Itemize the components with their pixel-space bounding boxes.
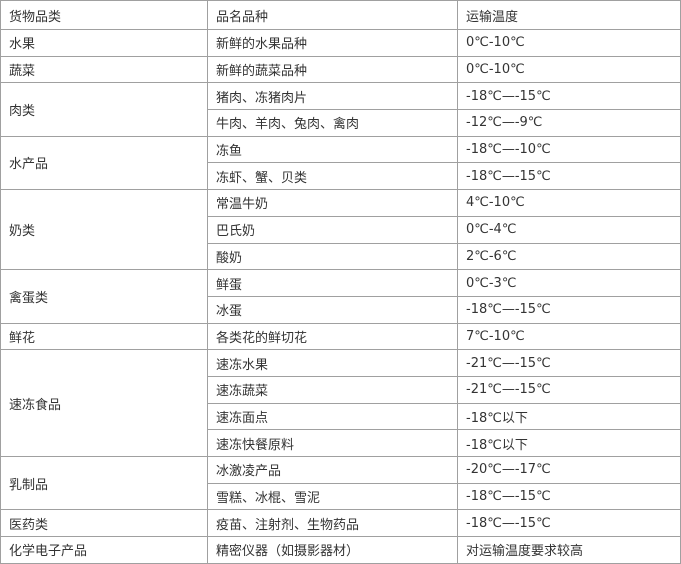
- table-row: 速冻食品 速冻水果 -21℃—-15℃: [0, 349, 681, 457]
- temp-cell: -18℃—-15℃: [457, 162, 681, 191]
- table-row: 速冻蔬菜 -21℃—-15℃: [1, 375, 681, 404]
- category-cell: 水产品: [0, 135, 208, 191]
- table-row: 水果 新鲜的水果品种 0℃-10℃: [0, 29, 681, 57]
- temp-cell: -18℃—-15℃: [457, 509, 681, 538]
- name-cell: 酸奶: [207, 242, 458, 271]
- name-cell: 冻鱼: [207, 135, 458, 164]
- category-cell: 禽蛋类: [0, 269, 208, 324]
- name-cell: 冰蛋: [207, 295, 458, 324]
- table-row: 乳制品 冰激凌产品 -20℃—-17℃: [0, 455, 681, 511]
- table-row: 肉类 猪肉、冻猪肉片 -18℃—-15℃: [0, 82, 681, 137]
- temp-cell: -18℃—-10℃: [457, 135, 681, 164]
- temp-cell: -12℃—-9℃: [457, 109, 681, 137]
- temp-cell: 4℃-10℃: [457, 189, 681, 217]
- temp-cell: -18℃以下: [457, 429, 681, 457]
- category-cell: 速冻食品: [0, 349, 208, 457]
- table-row: 酸奶 2℃-6℃: [1, 242, 681, 271]
- name-cell: 猪肉、冻猪肉片: [207, 82, 458, 111]
- name-cell: 巴氏奶: [207, 215, 458, 244]
- temp-cell: 0℃-3℃: [457, 269, 681, 297]
- header-cell: 品名品种: [207, 0, 458, 30]
- table-row: 蔬菜 新鲜的蔬菜品种 0℃-10℃: [0, 55, 681, 84]
- category-cell: 化学电子产品: [0, 536, 208, 564]
- name-cell: 速冻蔬菜: [207, 375, 458, 404]
- temp-cell: 7℃-10℃: [457, 322, 681, 351]
- name-cell: 疫苗、注射剂、生物药品: [207, 509, 458, 538]
- temp-cell: -18℃—-15℃: [457, 482, 681, 511]
- temp-cell: 0℃-10℃: [457, 29, 681, 57]
- name-cell: 常温牛奶: [207, 189, 458, 217]
- category-cell: 医药类: [0, 509, 208, 538]
- name-cell: 牛肉、羊肉、兔肉、禽肉: [207, 109, 458, 137]
- name-cell: 精密仪器（如摄影器材）: [207, 536, 458, 564]
- name-cell: 雪糕、冰棍、雪泥: [207, 482, 458, 511]
- name-cell: 新鲜的水果品种: [207, 29, 458, 57]
- header-cell: 货物品类: [0, 0, 208, 30]
- name-cell: 鲜蛋: [207, 269, 458, 297]
- temp-cell: -18℃—-15℃: [457, 82, 681, 111]
- table-row: 奶类 常温牛奶 4℃-10℃: [0, 189, 681, 271]
- name-cell: 速冻快餐原料: [207, 429, 458, 457]
- temp-cell: 对运输温度要求较高: [457, 536, 681, 564]
- table-row: 雪糕、冰棍、雪泥 -18℃—-15℃: [1, 482, 681, 511]
- name-cell: 速冻水果: [207, 349, 458, 377]
- name-cell: 各类花的鲜切花: [207, 322, 458, 351]
- temp-cell: -20℃—-17℃: [457, 456, 681, 484]
- table-row: 巴氏奶 0℃-4℃: [1, 215, 681, 244]
- category-cell: 奶类: [0, 189, 208, 271]
- category-cell: 水果: [0, 29, 208, 57]
- table-row: 速冻面点 -18℃以下: [1, 402, 681, 431]
- header-cell: 运输温度: [457, 0, 681, 30]
- table-row: 冻虾、蟹、贝类 -18℃—-15℃: [1, 162, 681, 191]
- table-row: 水产品 冻鱼 -18℃—-10℃: [0, 135, 681, 191]
- temp-cell: -21℃—-15℃: [457, 349, 681, 377]
- temp-cell: -18℃以下: [457, 402, 681, 431]
- table-row: 速冻快餐原料 -18℃以下: [1, 429, 681, 457]
- temp-cell: -18℃—-15℃: [457, 295, 681, 324]
- temp-cell: 0℃-10℃: [457, 55, 681, 84]
- table-row: 牛肉、羊肉、兔肉、禽肉 -12℃—-9℃: [1, 109, 681, 137]
- table-row: 化学电子产品 精密仪器（如摄影器材） 对运输温度要求较高: [0, 536, 681, 564]
- category-cell: 鲜花: [0, 322, 208, 351]
- name-cell: 冻虾、蟹、贝类: [207, 162, 458, 191]
- table-row: 禽蛋类 鲜蛋 0℃-3℃: [0, 269, 681, 324]
- temp-cell: -21℃—-15℃: [457, 375, 681, 404]
- table-row: 冰蛋 -18℃—-15℃: [1, 295, 681, 324]
- category-cell: 蔬菜: [0, 55, 208, 84]
- table-row: 鲜花 各类花的鲜切花 7℃-10℃: [0, 322, 681, 351]
- name-cell: 冰激凌产品: [207, 456, 458, 484]
- temp-cell: 0℃-4℃: [457, 215, 681, 244]
- category-cell: 乳制品: [0, 455, 208, 511]
- name-cell: 速冻面点: [207, 402, 458, 431]
- table-row: 医药类 疫苗、注射剂、生物药品 -18℃—-15℃: [0, 509, 681, 538]
- temp-cell: 2℃-6℃: [457, 242, 681, 271]
- category-cell: 肉类: [0, 82, 208, 137]
- table-row: 货物品类 品名品种 运输温度: [0, 0, 681, 30]
- name-cell: 新鲜的蔬菜品种: [207, 55, 458, 84]
